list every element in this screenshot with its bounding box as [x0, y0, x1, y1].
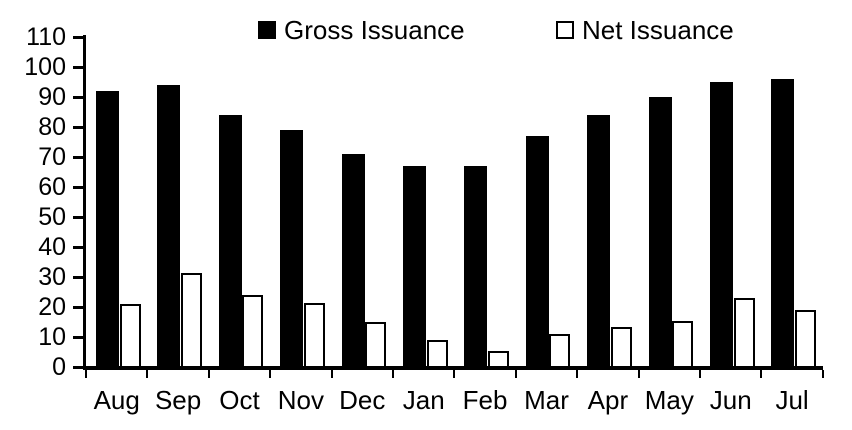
y-axis-tick-label: 80 — [38, 113, 66, 141]
x-axis-line — [83, 366, 823, 370]
legend-label-net-issuance: Net Issuance — [582, 15, 734, 45]
y-axis-tick — [73, 335, 83, 339]
y-axis-tick-label: 100 — [24, 53, 66, 81]
x-axis-label: Oct — [219, 385, 260, 415]
gross-issuance-bar — [280, 130, 304, 369]
y-axis-tick — [73, 35, 83, 39]
gross-issuance-bar — [96, 91, 119, 369]
x-axis-tick — [576, 370, 579, 378]
net-issuance-bar — [365, 322, 387, 369]
net-issuance-bar — [733, 298, 755, 369]
y-axis-tick-label: 90 — [38, 83, 66, 111]
net-issuance-bar — [610, 326, 632, 369]
net-issuance-bar — [180, 272, 202, 369]
y-axis-tick — [73, 95, 83, 99]
gross-issuance-bar — [464, 166, 488, 369]
y-axis-tick-label: 60 — [38, 173, 66, 201]
x-axis-label: May — [644, 385, 694, 415]
x-axis-label: Jun — [709, 385, 752, 415]
y-axis-tick-label: 10 — [38, 323, 66, 351]
legend-item-gross-issuance: Gross Issuance — [258, 16, 465, 44]
net-issuance-bar — [549, 334, 571, 369]
x-axis-tick — [330, 370, 333, 378]
chart-legend: Gross Issuance Net Issuance — [0, 16, 852, 46]
y-axis-tick-label: 40 — [38, 233, 66, 261]
net-issuance-bar — [303, 302, 325, 369]
y-axis-line — [83, 35, 86, 370]
x-axis-tick — [637, 370, 640, 378]
y-axis-tick — [73, 125, 83, 129]
x-axis-tick — [453, 370, 456, 378]
x-axis-tick — [760, 370, 763, 378]
y-axis-tick-label: 30 — [38, 263, 66, 291]
y-axis-tick-label: 70 — [38, 143, 66, 171]
net-issuance-bar — [794, 310, 816, 369]
y-axis-tick — [73, 185, 83, 189]
x-axis-tick — [699, 370, 701, 378]
y-axis-tick — [73, 245, 83, 249]
x-axis-tick — [392, 370, 394, 378]
x-axis-tick — [821, 370, 824, 378]
y-axis-tick-label: 0 — [52, 353, 66, 381]
x-axis-tick — [207, 370, 210, 378]
legend-item-net-issuance: Net Issuance — [556, 16, 734, 44]
x-axis-label: Dec — [339, 385, 386, 415]
y-axis-tick — [73, 155, 83, 159]
gross-issuance-bar — [341, 154, 365, 369]
gross-issuance-bar — [157, 85, 181, 369]
net-issuance-bar — [119, 304, 141, 369]
net-issuance-bar — [242, 295, 264, 369]
x-axis-label: Mar — [524, 385, 569, 415]
x-axis-tick — [269, 370, 272, 378]
net-issuance-bar — [426, 340, 448, 369]
net-issuance-swatch-icon — [556, 21, 574, 39]
x-axis-label: Sep — [154, 385, 202, 415]
legend-label-gross-issuance: Gross Issuance — [284, 15, 465, 45]
gross-issuance-bar — [710, 82, 733, 369]
gross-issuance-bar — [587, 115, 611, 369]
x-axis-tick — [146, 370, 149, 378]
y-axis-tick — [73, 65, 83, 69]
gross-issuance-bar — [648, 97, 672, 369]
y-axis-tick-label: 20 — [38, 293, 66, 321]
y-axis-tick-label: 50 — [38, 203, 66, 231]
y-axis-tick — [73, 215, 83, 219]
x-axis-label: Feb — [462, 385, 508, 415]
x-axis-label: Jan — [402, 385, 445, 415]
gross-issuance-swatch-icon — [258, 21, 276, 39]
gross-issuance-bar — [403, 166, 426, 369]
gross-issuance-bar — [771, 79, 795, 369]
x-axis-label: Apr — [587, 385, 629, 415]
net-issuance-bar — [487, 350, 509, 369]
x-axis-label: Nov — [277, 385, 324, 415]
y-axis-tick — [73, 365, 83, 369]
x-axis-tick — [514, 370, 517, 378]
x-axis-label: Jul — [775, 385, 809, 415]
net-issuance-bar — [672, 320, 694, 369]
x-axis-label: Aug — [93, 385, 140, 415]
y-axis-tick — [73, 275, 83, 279]
y-axis-tick — [73, 305, 83, 309]
gross-issuance-bar — [525, 136, 549, 369]
x-axis-tick — [85, 370, 87, 378]
y-axis-tick-label: 110 — [26, 23, 66, 51]
gross-issuance-bar — [218, 115, 242, 369]
